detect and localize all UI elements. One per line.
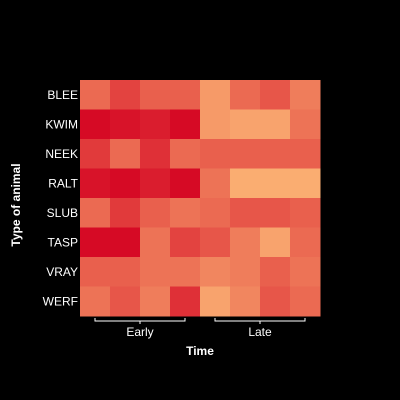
heatmap-cell-vray-1: [80, 257, 111, 287]
heatmap-cell-neek-6: [230, 139, 261, 169]
bracket-late: [214, 318, 306, 322]
heatmap-cell-ralt-2: [110, 168, 141, 199]
heatmap-cell-vray-2: [110, 257, 141, 287]
heatmap-cell-kwim-2: [110, 109, 141, 140]
heatmap-cell-tasp-7: [260, 227, 291, 258]
heatmap-cell-werf-7: [260, 286, 291, 317]
heatmap-cell-slub-2: [110, 198, 141, 228]
row-label-vray: VRAY: [46, 265, 78, 279]
heatmap-cell-slub-8: [290, 198, 321, 228]
heatmap-cell-vray-7: [260, 257, 291, 287]
column-group-brackets: Early Late: [94, 318, 306, 339]
heatmap-cell-werf-2: [110, 286, 141, 317]
heatmap-cell-kwim-5: [200, 109, 231, 140]
heatmap-cell-ralt-5: [200, 168, 231, 199]
row-label-slub: SLUB: [47, 206, 78, 220]
heatmap-cell-kwim-3: [140, 109, 171, 140]
heatmap-cell-blee-7: [260, 80, 291, 110]
heatmap-cell-werf-6: [230, 286, 261, 317]
heatmap-cell-neek-8: [290, 139, 321, 169]
heatmap-cell-neek-1: [80, 139, 111, 169]
row-label-neek: NEEK: [45, 147, 78, 161]
heatmap-cell-kwim-8: [290, 109, 321, 140]
row-label-werf: WERF: [43, 294, 78, 308]
heatmap-cell-tasp-5: [200, 227, 231, 258]
heatmap-cell-vray-4: [170, 257, 201, 287]
x-axis-title: Time: [186, 344, 214, 358]
heatmap-cell-blee-4: [170, 80, 201, 110]
heatmap-cell-ralt-6: [230, 168, 261, 199]
heatmap-cell-kwim-4: [170, 109, 201, 140]
heatmap-cell-kwim-1: [80, 109, 111, 140]
heatmap-cells: [80, 80, 321, 317]
heatmap-cell-neek-4: [170, 139, 201, 169]
heatmap-cell-slub-3: [140, 198, 171, 228]
heatmap-cell-vray-5: [200, 257, 231, 287]
heatmap-cell-kwim-7: [260, 109, 291, 140]
heatmap-cell-werf-3: [140, 286, 171, 317]
column-group-label-early: Early: [126, 325, 153, 339]
heatmap-cell-tasp-6: [230, 227, 261, 258]
heatmap-cell-vray-8: [290, 257, 321, 287]
heatmap-cell-ralt-4: [170, 168, 201, 199]
y-axis-title: Type of animal: [9, 163, 23, 246]
heatmap-cell-ralt-8: [290, 168, 321, 199]
row-label-kwim: KWIM: [45, 117, 78, 131]
row-label-tasp: TASP: [48, 235, 78, 249]
heatmap-cell-blee-2: [110, 80, 141, 110]
heatmap-cell-slub-4: [170, 198, 201, 228]
heatmap-cell-werf-8: [290, 286, 321, 317]
heatmap-cell-neek-7: [260, 139, 291, 169]
heatmap-cell-werf-1: [80, 286, 111, 317]
heatmap-cell-tasp-1: [80, 227, 111, 258]
row-label-blee: BLEE: [47, 88, 78, 102]
heatmap-cell-ralt-1: [80, 168, 111, 199]
heatmap-cell-vray-6: [230, 257, 261, 287]
heatmap-cell-ralt-3: [140, 168, 171, 199]
heatmap-cell-tasp-4: [170, 227, 201, 258]
heatmap-cell-blee-6: [230, 80, 261, 110]
heatmap-cell-blee-5: [200, 80, 231, 110]
heatmap-cell-blee-3: [140, 80, 171, 110]
bracket-early: [94, 318, 186, 322]
heatmap-cell-vray-3: [140, 257, 171, 287]
heatmap-cell-werf-4: [170, 286, 201, 317]
heatmap-cell-blee-1: [80, 80, 111, 110]
row-tick-labels: BLEE KWIM NEEK RALT SLUB TASP VRAY WERF: [43, 88, 79, 309]
heatmap-cell-slub-6: [230, 198, 261, 228]
row-label-ralt: RALT: [48, 176, 78, 190]
heatmap-cell-blee-8: [290, 80, 321, 110]
heatmap-cell-slub-1: [80, 198, 111, 228]
heatmap-cell-neek-3: [140, 139, 171, 169]
heatmap-cell-tasp-8: [290, 227, 321, 258]
heatmap-cell-werf-5: [200, 286, 231, 317]
heatmap-cell-kwim-6: [230, 109, 261, 140]
heatmap-cell-slub-7: [260, 198, 291, 228]
heatmap-cell-ralt-7: [260, 168, 291, 199]
column-group-label-late: Late: [248, 325, 272, 339]
heatmap-cell-tasp-3: [140, 227, 171, 258]
heatmap-cell-neek-2: [110, 139, 141, 169]
heatmap-cell-neek-5: [200, 139, 231, 169]
heatmap-cell-tasp-2: [110, 227, 141, 258]
heatmap-cell-slub-5: [200, 198, 231, 228]
